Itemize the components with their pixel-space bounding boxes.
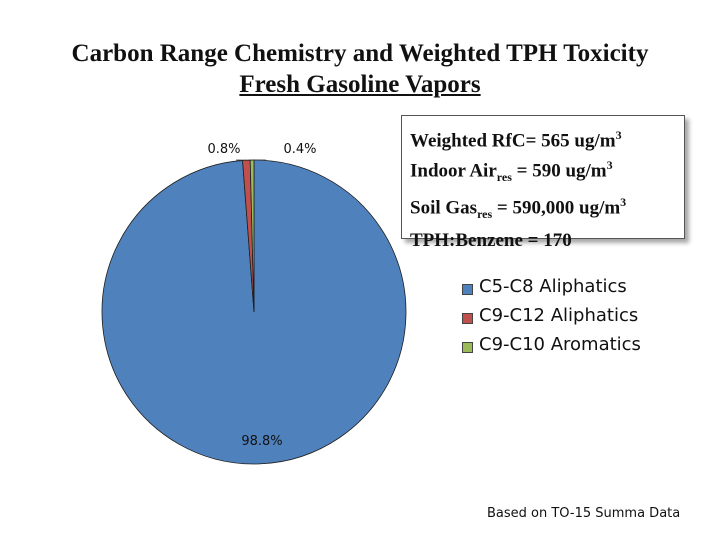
- legend-item-c5-c8-aliphatics: C5-C8 Aliphatics: [462, 272, 641, 301]
- chart-legend: C5-C8 Aliphatics C9-C12 Aliphatics C9-C1…: [462, 272, 641, 359]
- rfc-info-box: Weighted RfC= 565 ug/m3 Indoor Airres = …: [401, 115, 685, 251]
- info-line-4: TPH:Benzene = 170: [410, 229, 572, 251]
- chart-subtitle: Fresh Gasoline Vapors: [239, 71, 481, 98]
- legend-label: C9-C10 Aromatics: [479, 334, 641, 355]
- legend-item-c9-c10-aromatics: C9-C10 Aromatics: [462, 330, 641, 359]
- data-label-c9-c10-aromatics: 0.4%: [283, 142, 316, 157]
- legend-swatch: [462, 284, 473, 295]
- source-note: Based on TO-15 Summa Data: [487, 506, 681, 521]
- data-label-c9-c12-aliphatics: 0.8%: [207, 142, 240, 157]
- data-label-c5-c8-aliphatics: 98.8%: [241, 434, 282, 449]
- info-line-1: Weighted RfC= 565 ug/m3: [410, 128, 622, 152]
- legend-label: C9-C12 Aliphatics: [479, 305, 639, 326]
- info-line-2: Indoor Airres = 590 ug/m3: [410, 158, 613, 185]
- legend-swatch: [462, 342, 473, 353]
- legend-label: C5-C8 Aliphatics: [479, 276, 627, 297]
- legend-swatch: [462, 313, 473, 324]
- chart-title-main: Carbon Range Chemistry and Weighted TPH …: [71, 40, 649, 67]
- legend-item-c9-c12-aliphatics: C9-C12 Aliphatics: [462, 301, 641, 330]
- chart-title: Carbon Range Chemistry and Weighted TPH …: [0, 38, 720, 100]
- info-line-3: Soil Gasres = 590,000 ug/m3: [410, 195, 627, 222]
